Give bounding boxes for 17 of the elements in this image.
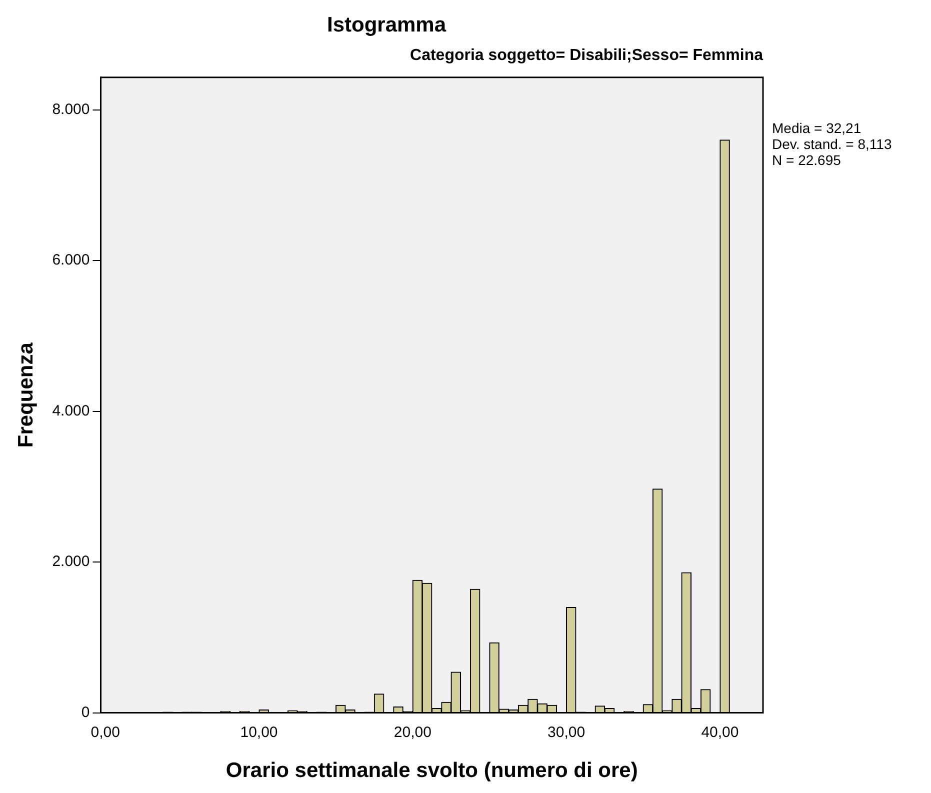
x-tick-label: 20,00 bbox=[394, 724, 432, 741]
y-tick-label: 4.000 bbox=[52, 402, 90, 420]
y-axis-title: Frequenza bbox=[14, 342, 38, 448]
y-tick-label: 6.000 bbox=[52, 252, 90, 269]
y-tick-label: 2.000 bbox=[52, 553, 90, 570]
x-tick-label: 0,00 bbox=[90, 724, 120, 741]
x-axis-title: Orario settimanale svolto (numero di ore) bbox=[226, 759, 638, 782]
text: N = 22.695 bbox=[772, 152, 842, 168]
y-tick-label: 8.000 bbox=[52, 100, 90, 118]
chart-subtitle: Categoria soggetto= Disabili;Sesso= Femmina bbox=[410, 47, 764, 64]
y-tick-label: 0 bbox=[81, 704, 90, 721]
x-tick-label: 10,00 bbox=[240, 724, 278, 741]
text: Media = 32,21 bbox=[772, 120, 862, 136]
x-tick-label: 40,00 bbox=[701, 724, 739, 741]
chart-title: Istogramma bbox=[326, 13, 446, 36]
x-tick-label: 30,00 bbox=[548, 724, 586, 741]
text: Dev. stand. = 8,113 bbox=[772, 136, 892, 152]
